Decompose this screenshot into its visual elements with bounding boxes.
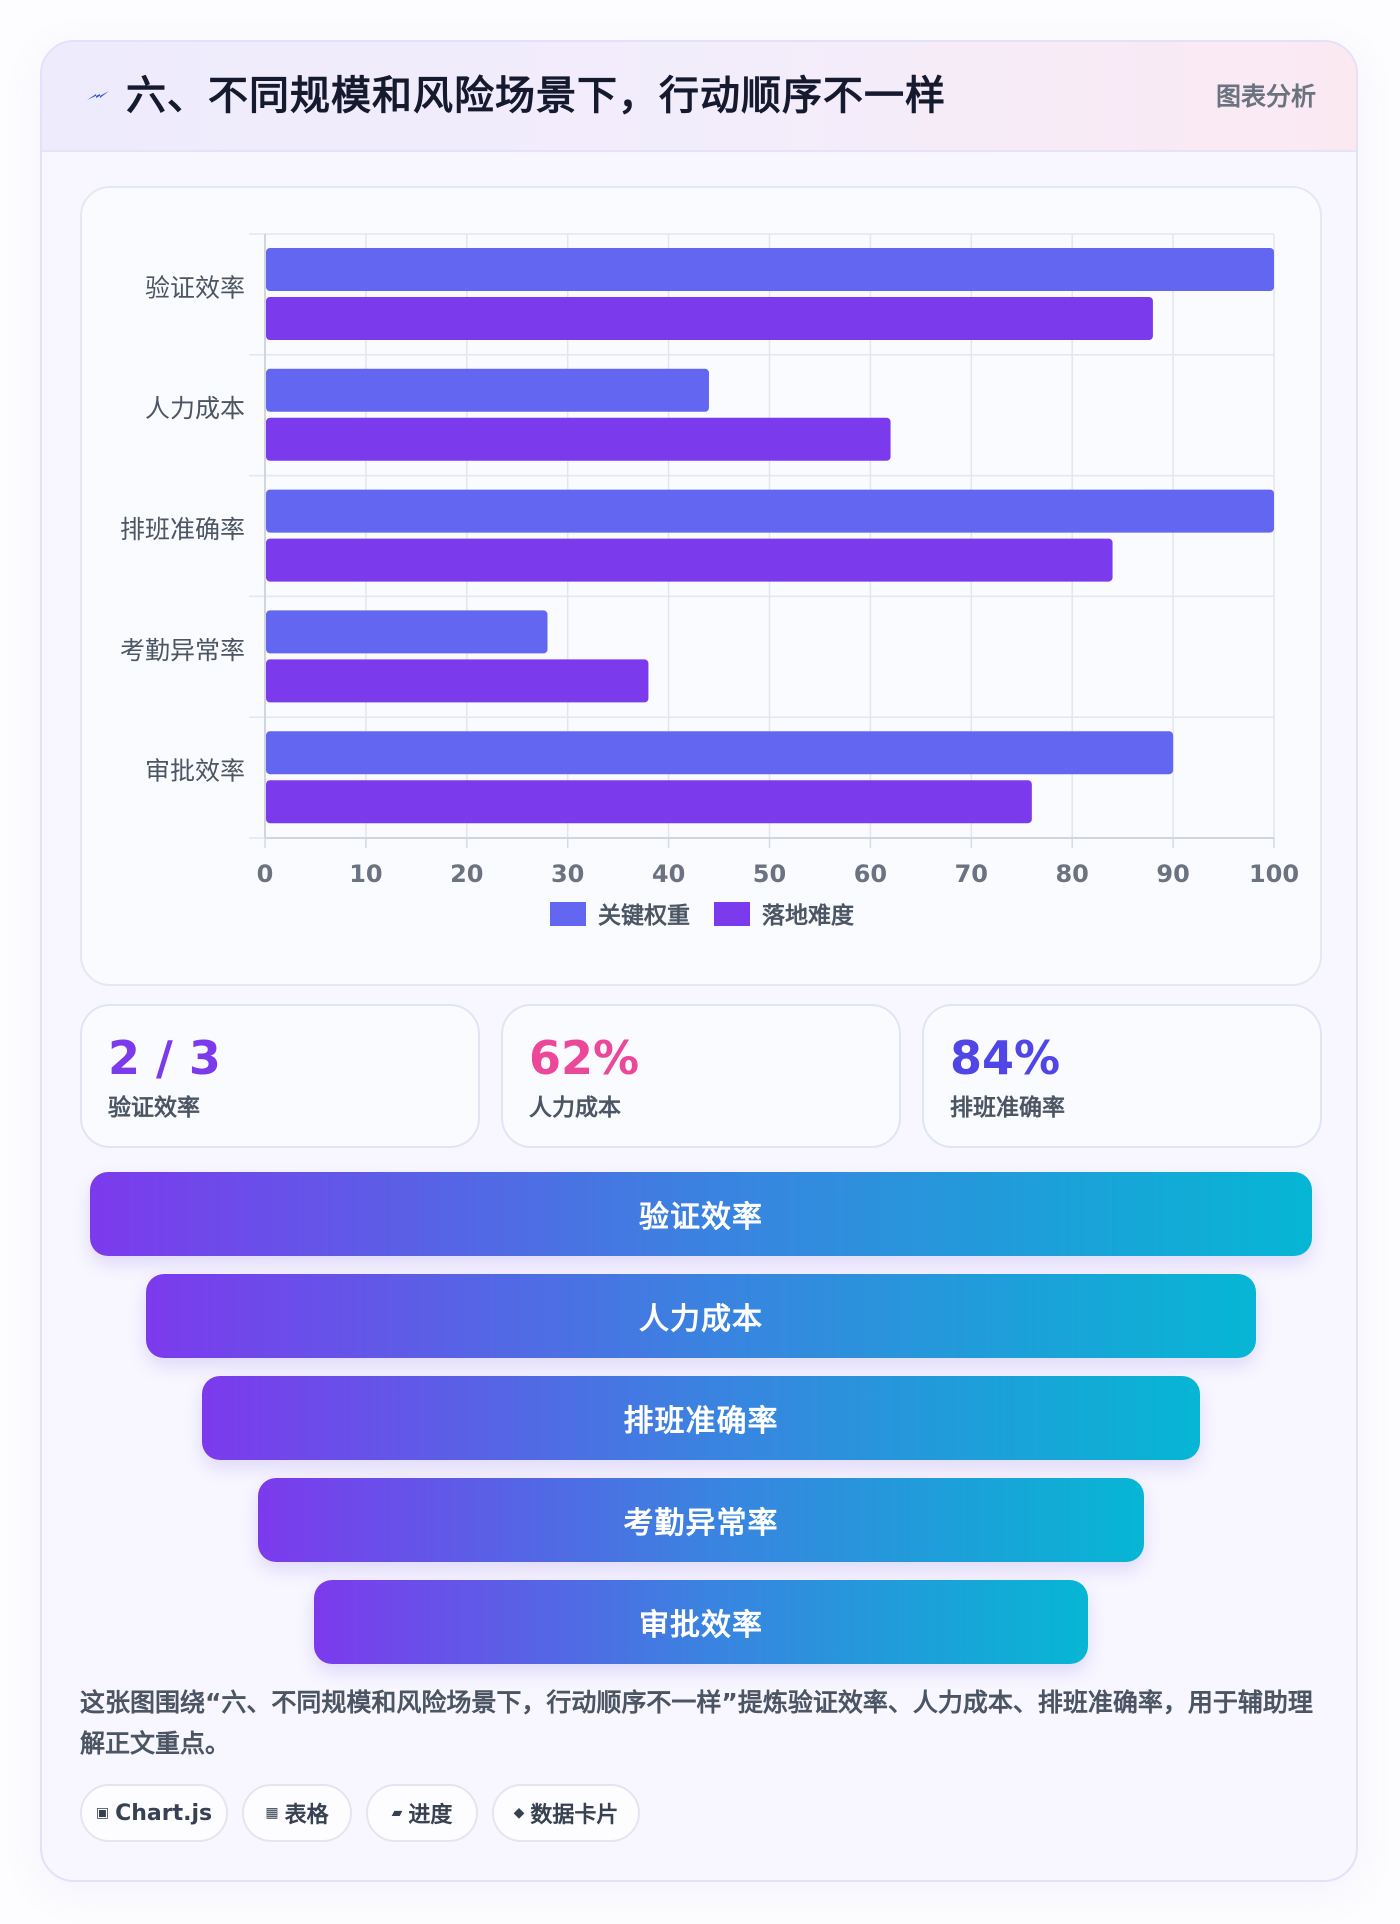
lightning-icon — [87, 91, 109, 100]
table-icon: ▦ — [265, 1805, 279, 1821]
page-title: 六、不同规模和风险场景下，行动顺序不一样 — [126, 73, 946, 119]
x-tick-label: 10 — [349, 860, 382, 888]
bar — [266, 780, 1032, 824]
stat-label: 验证效率 — [108, 1095, 200, 1121]
progress-icon: ▰ — [391, 1805, 403, 1821]
card-header: 六、不同规模和风险场景下，行动顺序不一样 图表分析 — [42, 42, 1356, 152]
chip-label: 进度 — [408, 1803, 453, 1828]
stat-value: 2 / 3 — [108, 1031, 221, 1085]
bar — [266, 659, 649, 703]
funnel-step-2: 人力成本 — [146, 1274, 1256, 1358]
funnel-step-4: 考勤异常率 — [258, 1478, 1144, 1562]
legend-label: 落地难度 — [762, 902, 855, 929]
x-tick-label: 40 — [652, 860, 685, 888]
bar-chart: 0 10 20 30 40 50 60 70 80 90 100 验证效率人力成本排班准确率考勤异常率… — [120, 233, 1299, 929]
x-tick-label: 70 — [955, 860, 988, 888]
bar — [266, 297, 1153, 340]
x-tick-label: 100 — [1249, 860, 1299, 888]
chip-label: Chart.js — [115, 1800, 213, 1826]
chart-card: 六、不同规模和风险场景下，行动顺序不一样 图表分析 0 10 20 30 40 50 60 7… — [40, 40, 1358, 1882]
bar — [266, 489, 1274, 533]
bar — [266, 538, 1113, 582]
diamond-icon: ◆ — [513, 1805, 525, 1821]
stat-label: 人力成本 — [529, 1095, 621, 1121]
funnel-step-3: 排班准确率 — [202, 1376, 1200, 1460]
y-category-label: 排班准确率 — [120, 515, 245, 544]
square-icon: ▣ — [95, 1805, 110, 1821]
chip-label: 表格 — [284, 1803, 329, 1828]
stat-value: 62% — [529, 1031, 640, 1085]
bar — [266, 248, 1274, 291]
bar — [266, 417, 891, 461]
stat-label: 排班准确率 — [950, 1095, 1065, 1121]
chip-chartjs[interactable]: ▣ Chart.js — [80, 1784, 228, 1842]
chip-label: 数据卡片 — [530, 1803, 619, 1828]
chart-analysis-tag: 图表分析 — [1215, 82, 1316, 111]
stat-card-1: 2 / 3 验证效率 — [80, 1004, 480, 1148]
x-tick-label: 60 — [854, 860, 887, 888]
x-tick-label: 80 — [1055, 860, 1088, 888]
bar — [266, 731, 1174, 775]
x-tick-label: 0 — [257, 860, 274, 888]
chart-description: 这张图围绕“六、不同规模和风险场景下，行动顺序不一样”提炼验证效率、人力成本、排… — [80, 1688, 1313, 1758]
bar — [266, 610, 548, 654]
stat-value: 84% — [950, 1031, 1061, 1085]
x-tick-label: 30 — [551, 860, 584, 888]
y-category-label: 人力成本 — [145, 394, 245, 423]
chip-progress[interactable]: ▰ 进度 — [366, 1784, 478, 1842]
y-category-label: 验证效率 — [145, 273, 245, 302]
funnel-step-1: 验证效率 — [90, 1172, 1312, 1256]
chip-data-card[interactable]: ◆ 数据卡片 — [492, 1784, 640, 1842]
bar — [266, 368, 709, 412]
legend-swatch — [550, 902, 586, 926]
funnel-step-5: 审批效率 — [314, 1580, 1088, 1664]
y-category-label: 审批效率 — [145, 757, 245, 786]
legend-label: 关键权重 — [598, 902, 690, 929]
x-tick-label: 50 — [753, 860, 786, 888]
stat-card-2: 62% 人力成本 — [501, 1004, 901, 1148]
x-tick-label: 20 — [450, 860, 483, 888]
x-tick-label: 90 — [1156, 860, 1189, 888]
y-category-label: 考勤异常率 — [120, 636, 245, 665]
legend-swatch — [714, 902, 750, 926]
stat-card-3: 84% 排班准确率 — [922, 1004, 1322, 1148]
chip-table[interactable]: ▦ 表格 — [242, 1784, 352, 1842]
bar-chart-panel: 0 10 20 30 40 50 60 70 80 90 100 验证效率人力成本排班准确率考勤异常率… — [80, 186, 1322, 986]
